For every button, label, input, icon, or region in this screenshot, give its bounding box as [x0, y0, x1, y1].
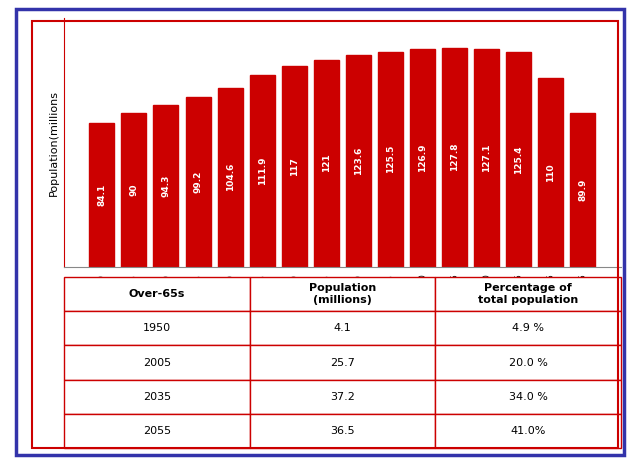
- Text: 94.3: 94.3: [161, 175, 170, 197]
- Bar: [250, 75, 275, 267]
- Bar: [538, 79, 563, 267]
- Text: 127.8: 127.8: [450, 143, 459, 171]
- Text: 125.4: 125.4: [515, 145, 524, 174]
- Bar: [378, 52, 403, 267]
- Bar: [282, 67, 307, 267]
- Bar: [90, 123, 115, 267]
- Bar: [442, 48, 467, 267]
- Text: 110: 110: [547, 163, 556, 182]
- Text: 104.6: 104.6: [226, 163, 235, 191]
- Text: 99.2: 99.2: [193, 170, 202, 193]
- Bar: [122, 113, 147, 267]
- Text: 126.9: 126.9: [418, 144, 427, 172]
- Text: 125.5: 125.5: [386, 145, 395, 173]
- Bar: [474, 49, 499, 267]
- Text: 111.9: 111.9: [258, 157, 267, 185]
- Bar: [506, 52, 531, 267]
- Text: 89.9: 89.9: [579, 178, 588, 201]
- Text: 84.1: 84.1: [97, 183, 106, 206]
- Text: 90: 90: [129, 183, 138, 196]
- Bar: [346, 55, 371, 267]
- Bar: [314, 60, 339, 267]
- Bar: [218, 88, 243, 267]
- Y-axis label: Population(millions: Population(millions: [49, 90, 58, 195]
- Bar: [186, 97, 211, 267]
- Text: 127.1: 127.1: [483, 144, 492, 172]
- Text: 121: 121: [322, 154, 331, 172]
- Bar: [570, 113, 595, 267]
- Text: 117: 117: [290, 157, 299, 176]
- Bar: [410, 49, 435, 267]
- Text: 123.6: 123.6: [354, 146, 363, 175]
- Bar: [154, 105, 179, 267]
